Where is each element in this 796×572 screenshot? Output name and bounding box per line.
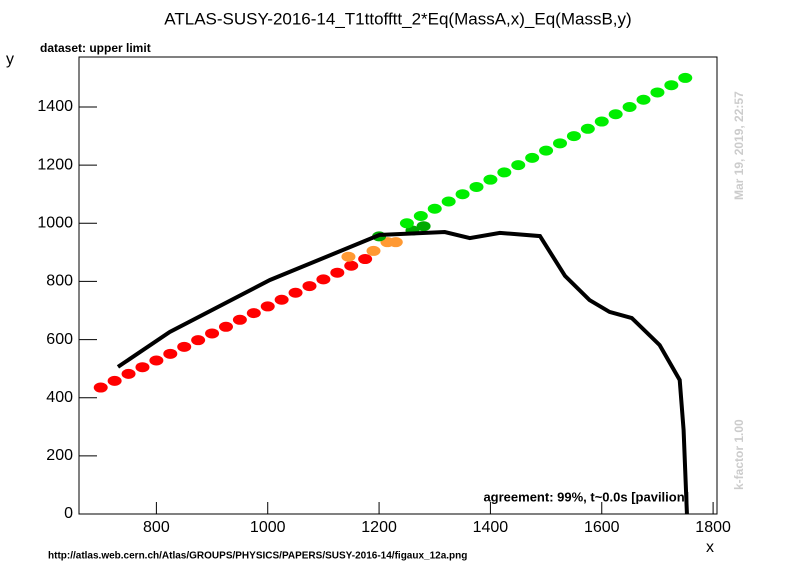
- point: [344, 260, 359, 271]
- annotation: Mar 19, 2019, 22:57: [732, 91, 746, 200]
- annotation: k-factor 1.00: [732, 419, 746, 490]
- point: [288, 287, 303, 298]
- point: [316, 274, 331, 285]
- point: [416, 221, 431, 232]
- point: [497, 167, 512, 178]
- x-tick-label: 800: [143, 519, 170, 536]
- x-tick-label: 1800: [695, 519, 731, 536]
- point: [539, 145, 554, 156]
- point: [366, 245, 381, 256]
- plot-frame: [78, 56, 718, 515]
- point: [149, 355, 164, 366]
- point: [218, 321, 233, 332]
- point: [650, 87, 665, 98]
- point: [427, 203, 442, 214]
- point: [274, 294, 289, 305]
- y-tick-label: 0: [64, 505, 73, 522]
- point: [511, 160, 526, 171]
- chart-title: ATLAS-SUSY-2016-14_T1ttofftt_2*Eq(MassA,…: [164, 9, 631, 28]
- annotation: agreement: 99%, t~0.0s [pavilion]: [483, 489, 689, 504]
- point: [260, 301, 275, 312]
- point: [341, 251, 356, 262]
- point: [664, 80, 679, 91]
- y-tick-label: 1000: [37, 215, 73, 232]
- point: [205, 328, 220, 339]
- y-tick-label: 800: [46, 273, 73, 290]
- point: [469, 181, 484, 192]
- y-tick-label: 200: [46, 447, 73, 464]
- y-tick-label: 1200: [37, 156, 73, 173]
- point: [107, 375, 122, 386]
- y-axis-label: y: [6, 51, 14, 68]
- point: [608, 109, 623, 120]
- point: [302, 281, 317, 292]
- point: [594, 116, 609, 127]
- point: [678, 72, 693, 83]
- point: [441, 196, 456, 207]
- point: [93, 382, 108, 393]
- point: [177, 341, 192, 352]
- point: [483, 174, 498, 185]
- x-tick-label: 1600: [584, 519, 620, 536]
- point: [388, 237, 403, 248]
- point: [622, 102, 637, 113]
- point: [399, 218, 414, 229]
- y-tick-label: 600: [46, 331, 73, 348]
- y-tick-label: 1400: [37, 98, 73, 115]
- point: [553, 138, 568, 149]
- point: [330, 267, 345, 278]
- line: [116, 229, 689, 515]
- x-tick-label: 1000: [250, 519, 286, 536]
- point: [121, 368, 136, 379]
- point: [232, 314, 247, 325]
- point: [163, 348, 178, 359]
- x-axis-label: x: [706, 539, 714, 556]
- annotation: http://atlas.web.cern.ch/Atlas/GROUPS/PH…: [48, 551, 467, 562]
- subtitle: dataset: upper limit: [40, 41, 151, 55]
- point: [246, 308, 261, 319]
- x-tick-label: 1400: [473, 519, 509, 536]
- point: [580, 123, 595, 134]
- point: [455, 189, 470, 200]
- point: [525, 152, 540, 163]
- point: [566, 131, 581, 142]
- x-tick-label: 1200: [361, 519, 397, 536]
- point: [135, 362, 150, 373]
- point: [191, 335, 206, 346]
- point: [413, 211, 428, 222]
- y-tick-label: 400: [46, 389, 73, 406]
- point: [358, 254, 373, 265]
- point: [636, 94, 651, 105]
